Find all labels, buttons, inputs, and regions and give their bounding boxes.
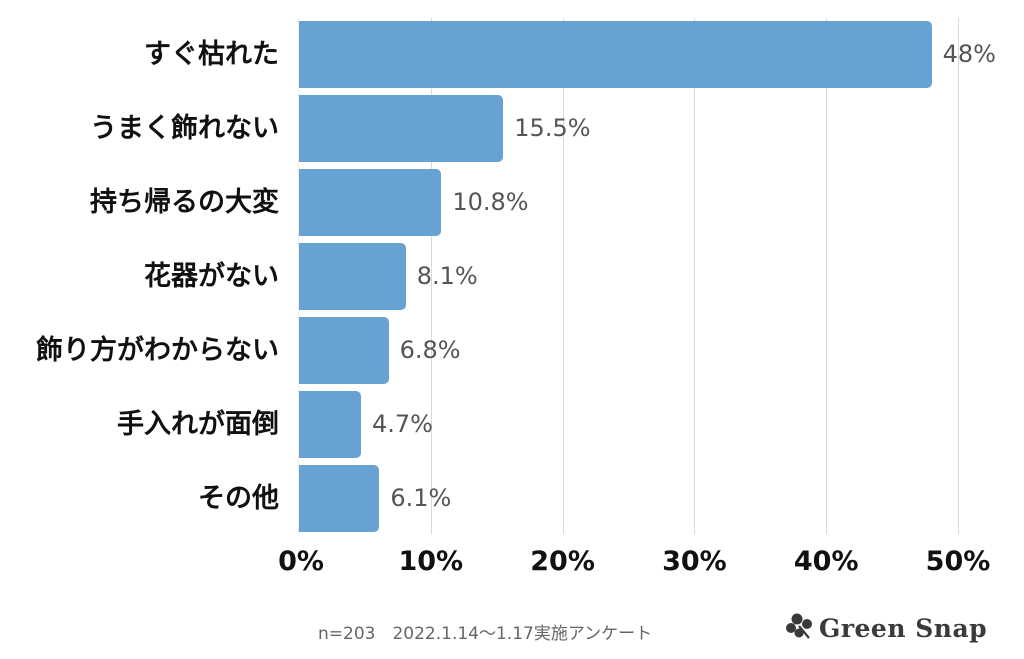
gridline <box>562 18 564 534</box>
bar <box>299 21 932 88</box>
x-tick-label: 0% <box>278 546 324 577</box>
x-tick-label: 20% <box>530 546 595 577</box>
gridline <box>430 18 432 534</box>
bar-row: 花器がない 8.1% <box>0 243 1024 310</box>
survey-note: n=203 2022.1.14～1.17実施アンケート <box>318 624 653 644</box>
bar-row: 手入れが面倒 4.7% <box>0 391 1024 458</box>
bar-row: すぐ枯れた 48% <box>0 21 1024 88</box>
value-label: 48% <box>942 40 996 68</box>
bar <box>299 391 361 458</box>
value-label: 6.8% <box>399 336 461 364</box>
brand-name: Green Snap <box>819 613 988 643</box>
gridline <box>694 18 696 534</box>
green-snap-logo: Green Snap <box>785 612 987 644</box>
clover-icon <box>785 612 815 644</box>
value-label: 4.7% <box>371 410 433 438</box>
value-label: 8.1% <box>416 262 478 290</box>
bar <box>299 95 504 162</box>
bar-row: 持ち帰るの大変 10.8% <box>0 169 1024 236</box>
bar-row: 飾り方がわからない 6.8% <box>0 317 1024 384</box>
gridline <box>958 18 959 534</box>
bar <box>299 243 406 310</box>
category-label: その他 <box>198 483 279 514</box>
value-label: 10.8% <box>452 188 529 216</box>
x-tick-label: 40% <box>793 546 859 577</box>
bar <box>299 169 442 236</box>
bar-row: その他 6.1% <box>0 465 1024 532</box>
y-axis-line <box>298 18 299 534</box>
value-label: 15.5% <box>514 114 591 142</box>
bar-row: うまく飾れない 15.5% <box>0 95 1024 162</box>
category-label: 飾り方がわからない <box>36 335 279 366</box>
bar <box>299 465 380 532</box>
category-label: 持ち帰るの大変 <box>90 187 279 218</box>
x-tick-label: 30% <box>662 546 727 577</box>
bar <box>299 317 389 384</box>
x-tick-label: 50% <box>925 546 991 577</box>
category-label: 手入れが面倒 <box>117 409 279 440</box>
x-tick-label: 10% <box>398 546 464 577</box>
category-label: 花器がない <box>144 261 279 292</box>
category-label: うまく飾れない <box>90 113 279 144</box>
category-label: すぐ枯れた <box>144 39 279 70</box>
value-label: 6.1% <box>390 484 452 512</box>
gridline <box>826 18 828 534</box>
